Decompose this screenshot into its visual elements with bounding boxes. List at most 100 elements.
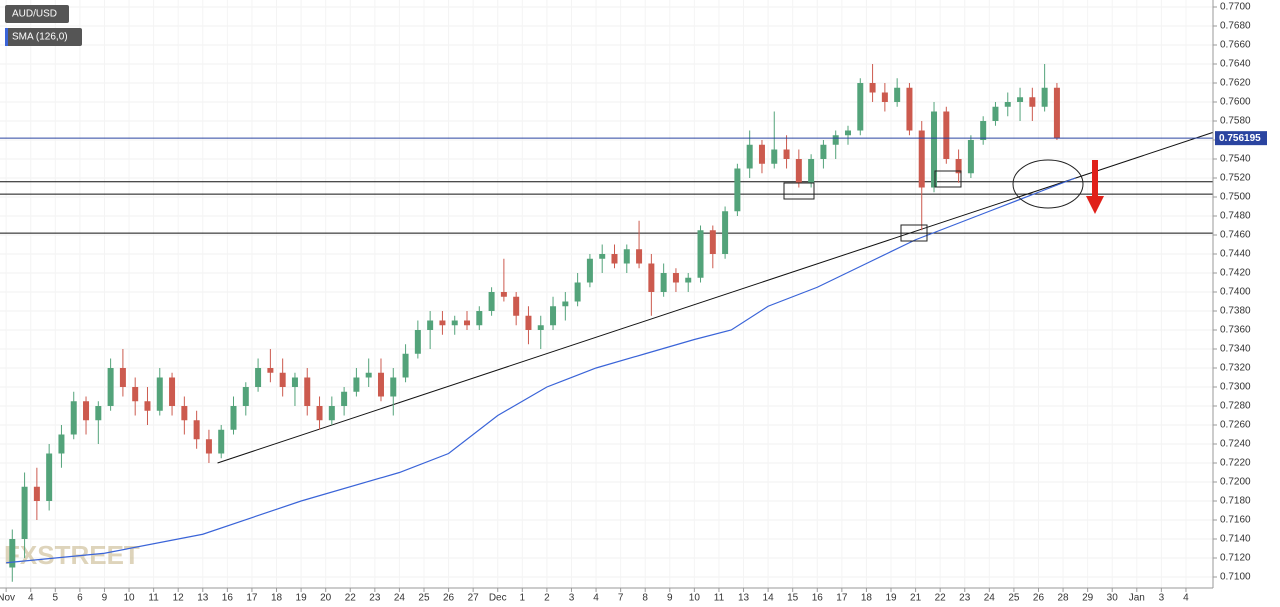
x-tick-label: 23 [369, 593, 381, 604]
candle-body [955, 159, 962, 174]
candle-body [894, 87, 901, 102]
x-tick-label: 1 [520, 593, 526, 604]
candle-body [390, 377, 397, 397]
legend-box [5, 5, 69, 23]
candle-body [230, 406, 237, 430]
annotation-box [934, 170, 962, 188]
candle-body [943, 111, 950, 159]
x-tick-label: 25 [418, 593, 430, 604]
y-tick-label: 0.7420 [1220, 268, 1251, 279]
candle-body [562, 301, 569, 307]
candle-body [672, 273, 679, 283]
legend: AUD/USD SMA (126,0) [5, 5, 82, 46]
x-tick-label: 8 [642, 593, 648, 604]
y-tick-label: 0.7480 [1220, 211, 1251, 222]
candle-body [46, 453, 53, 501]
candle-body [636, 249, 643, 264]
y-tick-label: 0.7340 [1220, 344, 1251, 355]
candle-body [328, 406, 335, 421]
x-tick-label: 13 [197, 593, 209, 604]
candle-body [414, 330, 421, 354]
price-label-box [1215, 131, 1267, 146]
candle-body [316, 406, 323, 421]
annotation-ellipse [1012, 159, 1084, 209]
candle-body [611, 254, 618, 264]
watermark: FXSTREET [4, 540, 140, 570]
candle-body [795, 159, 802, 183]
x-tick-label: 7 [618, 593, 624, 604]
legend-swatch [5, 28, 8, 46]
x-tick-label: 11 [148, 593, 159, 604]
candle-body [402, 353, 409, 378]
candle-body [513, 296, 520, 316]
x-tick-label: 3 [569, 593, 575, 604]
y-tick-label: 0.7620 [1220, 78, 1251, 89]
candle-body [808, 159, 815, 183]
y-tick-label: 0.7440 [1220, 249, 1251, 260]
y-tick-label: 0.7400 [1220, 287, 1251, 298]
candle-body [255, 368, 262, 387]
candle-body [881, 92, 888, 102]
legend-label: AUD/USD [12, 9, 57, 20]
legend-box [5, 28, 82, 46]
candle-body [279, 372, 286, 387]
candle-body [734, 168, 741, 212]
candle-body [537, 325, 544, 330]
y-tick-label: 0.7280 [1220, 401, 1251, 412]
y-tick-label: 0.7240 [1220, 439, 1251, 450]
candle-body [746, 144, 753, 169]
candle-body [1041, 87, 1048, 107]
x-tick-label: Nov [0, 593, 15, 604]
candle-body [685, 277, 692, 283]
x-tick-label: 2 [544, 593, 550, 604]
candle-body [967, 140, 974, 174]
x-tick-label: 16 [812, 593, 824, 604]
candle-body [906, 87, 913, 131]
y-tick-label: 0.7100 [1220, 572, 1251, 583]
x-tick-label: 16 [222, 593, 234, 604]
candle-body [1029, 97, 1036, 107]
x-tick-label: 4 [28, 593, 34, 604]
x-tick-label: 5 [53, 593, 59, 604]
x-tick-label: 22 [345, 593, 357, 604]
candle-body [599, 254, 606, 259]
x-tick-label: 10 [689, 593, 701, 604]
candle-body [623, 249, 630, 264]
x-tick-label: 4 [593, 593, 599, 604]
candle-body [205, 439, 212, 454]
price-label: 0.756195 [1219, 133, 1261, 144]
y-tick-label: 0.7700 [1220, 2, 1251, 13]
x-tick-label: 19 [885, 593, 897, 604]
y-tick-label: 0.7640 [1220, 59, 1251, 70]
x-tick-label: 25 [1008, 593, 1020, 604]
candle-body [525, 315, 532, 330]
candle-body [181, 406, 188, 421]
candle-body [869, 83, 876, 93]
y-tick-label: 0.7140 [1220, 534, 1251, 545]
candle-body [820, 144, 827, 159]
candle-body [451, 320, 458, 326]
y-tick-label: 0.7540 [1220, 154, 1251, 165]
x-tick-label: 18 [271, 593, 283, 604]
x-tick-label: 4 [1183, 593, 1189, 604]
candle-body [267, 368, 274, 373]
y-tick-label: 0.7680 [1220, 21, 1251, 32]
x-tick-label: 20 [320, 593, 332, 604]
x-tick-label: 26 [443, 593, 455, 604]
y-tick-label: 0.7160 [1220, 515, 1251, 526]
x-tick-label: 9 [102, 593, 108, 604]
y-tick-label: 0.7260 [1220, 420, 1251, 431]
x-tick-label: 28 [1058, 593, 1070, 604]
y-tick-label: 0.7360 [1220, 325, 1251, 336]
candle-body [193, 420, 200, 440]
y-tick-label: 0.7320 [1220, 363, 1251, 374]
candle-body [95, 406, 102, 421]
arrow-head [1086, 196, 1104, 214]
candle-body [1053, 87, 1060, 139]
x-tick-label: 27 [468, 593, 480, 604]
candle-body [9, 539, 16, 568]
annotation-box [783, 182, 815, 200]
plot [0, 64, 1214, 582]
